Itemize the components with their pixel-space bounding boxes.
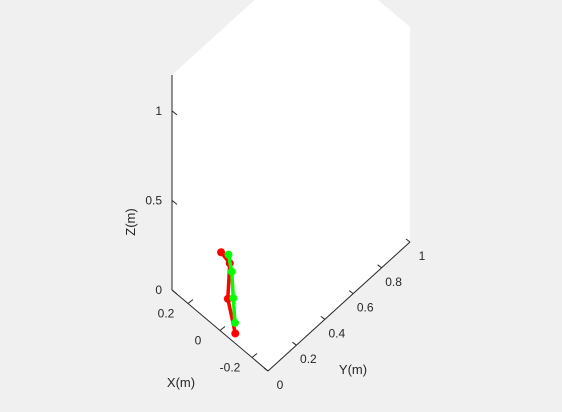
series-1-point xyxy=(217,248,226,257)
y-tick-mark xyxy=(263,367,269,372)
x-tick-label: 0.2 xyxy=(158,307,175,321)
z-tick-label: 1 xyxy=(155,104,162,118)
x-axis-label: X(m) xyxy=(167,375,195,390)
x-tick-label: -0.2 xyxy=(220,361,241,375)
series-2-point xyxy=(230,318,239,327)
y-tick-label: 0.6 xyxy=(357,301,374,315)
y-tick-label: 0.4 xyxy=(328,326,345,340)
series-2-point xyxy=(224,250,233,259)
y-tick-mark xyxy=(377,264,382,269)
y-tick-label: 1 xyxy=(419,249,426,263)
series-2-point xyxy=(229,294,238,303)
axes-box xyxy=(172,0,410,371)
series-1-point xyxy=(231,329,240,338)
y-axis-line xyxy=(267,241,411,372)
z-axis-label: Z(m) xyxy=(123,208,138,235)
y-tick-label: 0.8 xyxy=(385,275,402,289)
series-2-line xyxy=(226,254,237,323)
data-marks xyxy=(217,248,240,338)
tick-labels: 0 0.2 0.4 0.6 0.8 1 -0.2 0 0.2 0 0.5 1 xyxy=(145,104,425,392)
y-tick-mark xyxy=(348,290,354,295)
z-tick-label: 0.5 xyxy=(145,193,162,207)
y-tick-mark xyxy=(292,341,297,346)
y-tick-mark xyxy=(405,238,411,243)
series-2-point xyxy=(227,267,236,276)
x-tick-mark xyxy=(251,353,258,358)
series-1-line xyxy=(219,251,237,334)
y-tick-label: 0.2 xyxy=(300,352,317,366)
y-tick-label: 0 xyxy=(277,378,284,392)
x-tick-label: 0 xyxy=(195,334,202,348)
z-tick-mark xyxy=(171,110,178,116)
y-axis-label: Y(m) xyxy=(339,362,367,377)
x-tick-mark xyxy=(219,326,226,331)
z-tick-label: 0 xyxy=(155,283,162,297)
z-tick-mark xyxy=(171,200,178,205)
plot-area xyxy=(171,0,411,372)
y-tick-mark xyxy=(320,315,326,320)
x-tick-mark xyxy=(187,299,194,304)
z-tick-mark xyxy=(171,289,178,295)
